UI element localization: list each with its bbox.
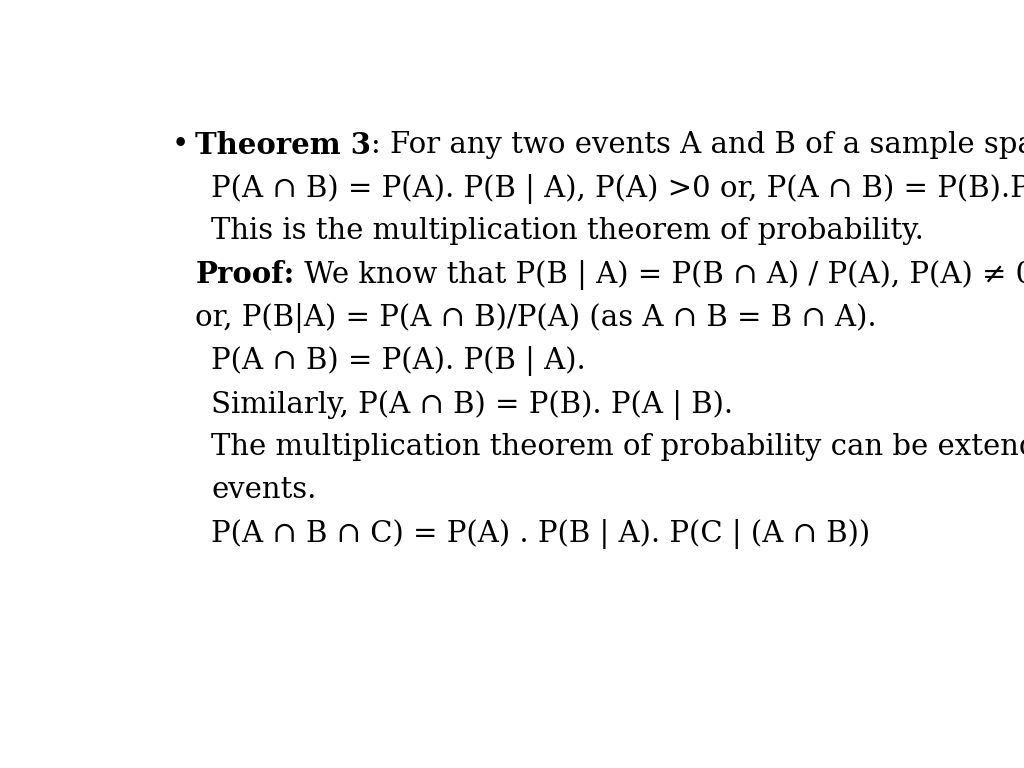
Text: P(A ∩ B) = P(A). P(B | A), P(A) >0 or, P(A ∩ B) = P(B).P(A | B), P(B) > 0.: P(A ∩ B) = P(A). P(B | A), P(A) >0 or, P… — [211, 174, 1024, 204]
Text: •: • — [172, 131, 188, 159]
Text: We know that P(B | A) = P(B ∩ A) / P(A), P(A) ≠ 0.: We know that P(B | A) = P(B ∩ A) / P(A),… — [295, 260, 1024, 290]
Text: P(A ∩ B ∩ C) = P(A) . P(B | A). P(C | (A ∩ B)): P(A ∩ B ∩ C) = P(A) . P(B | A). P(C | (A… — [211, 519, 870, 549]
Text: Proof:: Proof: — [196, 260, 295, 289]
Text: events.: events. — [211, 476, 316, 504]
Text: P(A ∩ B) = P(A). P(B | A).: P(A ∩ B) = P(A). P(B | A). — [211, 346, 586, 376]
Text: This is the multiplication theorem of probability.: This is the multiplication theorem of pr… — [211, 217, 925, 245]
Text: The multiplication theorem of probability can be extended to more than two: The multiplication theorem of probabilit… — [211, 433, 1024, 461]
Text: Similarly, P(A ∩ B) = P(B). P(A | B).: Similarly, P(A ∩ B) = P(B). P(A | B). — [211, 389, 733, 419]
Text: : For any two events A and B of a sample space S,: : For any two events A and B of a sample… — [372, 131, 1024, 159]
Text: Theorem 3: Theorem 3 — [196, 131, 372, 160]
Text: or, P(B|A) = P(A ∩ B)/P(A) (as A ∩ B = B ∩ A).: or, P(B|A) = P(A ∩ B)/P(A) (as A ∩ B = B… — [196, 303, 878, 333]
